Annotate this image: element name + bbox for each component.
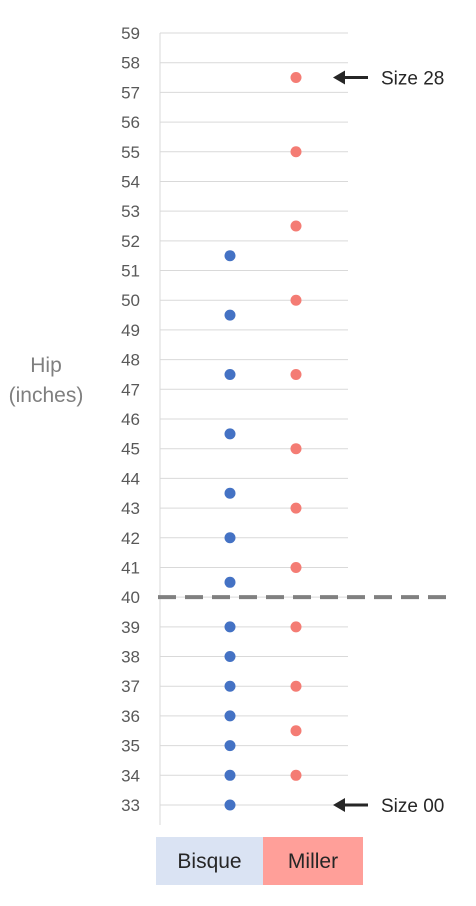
y-tick-label: 57 (121, 83, 140, 102)
data-point-miller (290, 368, 302, 380)
data-point-bisque (224, 621, 236, 633)
y-tick-label: 34 (121, 766, 140, 785)
data-point-bisque (224, 532, 236, 544)
data-point-miller (290, 769, 302, 781)
y-tick-label: 54 (121, 172, 140, 191)
y-tick-label: 46 (121, 410, 140, 429)
y-tick-label: 53 (121, 202, 140, 221)
y-tick-label: 45 (121, 440, 140, 459)
legend-swatch (156, 837, 263, 885)
y-tick-label: 59 (121, 24, 140, 43)
y-tick-label: 42 (121, 529, 140, 548)
data-point-bisque (224, 651, 236, 663)
data-point-miller (290, 294, 302, 306)
legend-label: Bisque (177, 850, 241, 873)
annotation: Size 00 (333, 796, 444, 817)
y-tick-label: 39 (121, 618, 140, 637)
data-point-miller (290, 621, 302, 633)
data-point-bisque (224, 428, 236, 440)
y-tick-label: 52 (121, 232, 140, 251)
y-axis-label-line: Hip (30, 354, 62, 377)
y-tick-label: 35 (121, 737, 140, 756)
y-tick-label: 33 (121, 796, 140, 815)
data-point-bisque (224, 799, 236, 811)
y-tick-label: 50 (121, 291, 140, 310)
y-tick-label: 48 (121, 351, 140, 370)
data-point-miller (290, 146, 302, 158)
y-tick-label: 51 (121, 262, 140, 281)
y-tick-label: 37 (121, 677, 140, 696)
y-tick-label: 36 (121, 707, 140, 726)
data-point-bisque (224, 769, 236, 781)
data-point-miller (290, 220, 302, 232)
y-tick-label: 49 (121, 321, 140, 340)
y-tick-label: 40 (121, 588, 140, 607)
gridlines (160, 32, 348, 806)
y-tick-label: 44 (121, 469, 140, 488)
data-points (224, 72, 302, 811)
annotation: Size 28 (333, 69, 444, 90)
y-tick-label: 47 (121, 380, 140, 399)
y-tick-label: 38 (121, 648, 140, 667)
data-point-miller (290, 725, 302, 737)
y-tick-label: 41 (121, 558, 140, 577)
data-point-bisque (224, 710, 236, 722)
data-point-bisque (224, 576, 236, 588)
y-axis-label-line: (inches) (9, 384, 84, 407)
data-point-bisque (224, 680, 236, 692)
legend-label: Miller (288, 850, 338, 873)
y-tick-label: 58 (121, 54, 140, 73)
y-tick-label: 56 (121, 113, 140, 132)
y-axis-tick-labels: 33 34 35 36 37 38 39 40 41 42 43 44 45 46 47 48 49 50 51 52… (121, 24, 140, 815)
arrowhead-icon (333, 70, 345, 85)
data-point-bisque (224, 740, 236, 752)
annotation-label: Size 28 (381, 69, 444, 90)
y-tick-label: 55 (121, 143, 140, 162)
legend-swatch (263, 837, 363, 885)
legend-item-miller: Miller (263, 837, 363, 885)
data-point-miller (290, 561, 302, 573)
data-point-bisque (224, 309, 236, 321)
arrowhead-icon (333, 798, 345, 812)
data-point-miller (290, 72, 302, 84)
legend-item-bisque: Bisque (156, 837, 263, 885)
data-point-miller (290, 502, 302, 514)
data-point-miller (290, 443, 302, 455)
annotation-label: Size 00 (381, 796, 444, 817)
data-point-bisque (224, 250, 236, 262)
y-tick-label: 43 (121, 499, 140, 518)
data-point-bisque (224, 368, 236, 380)
data-point-miller (290, 680, 302, 692)
data-point-bisque (224, 487, 236, 499)
y-axis-label: Hip (inches) (9, 354, 84, 407)
legend: Bisque Miller (156, 837, 363, 885)
annotations: Size 28 Size 00 (333, 69, 444, 817)
